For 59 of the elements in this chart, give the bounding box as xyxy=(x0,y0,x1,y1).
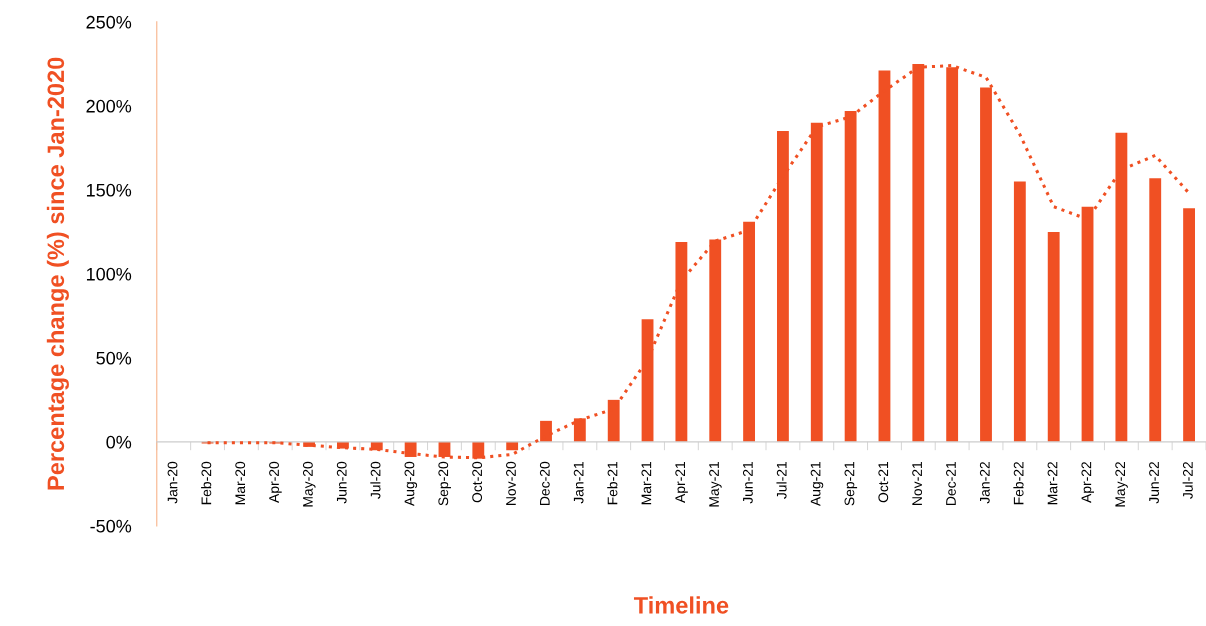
x-tick-label: Dec-21 xyxy=(946,461,956,505)
bar xyxy=(1115,132,1128,442)
bar xyxy=(641,319,654,442)
y-axis-title: Percentage change (%) since Jan-2020 xyxy=(46,57,69,490)
bar xyxy=(709,239,722,442)
bar xyxy=(607,399,620,442)
x-tick-label: Feb-22 xyxy=(1013,461,1024,505)
x-tick-label: Mar-20 xyxy=(235,461,246,505)
bar xyxy=(1081,206,1094,442)
y-tick-label: -50% xyxy=(90,519,132,533)
x-tick-label: Sep-20 xyxy=(438,461,451,506)
bar xyxy=(946,67,959,442)
bar xyxy=(777,131,789,442)
x-tick-label: May-22 xyxy=(1115,461,1128,507)
x-tick-label: Feb-20 xyxy=(201,461,212,505)
x-tick-label: Jun-22 xyxy=(1149,461,1159,504)
x-tick-label: Sep-21 xyxy=(844,461,858,506)
x-tick-label: Jul-22 xyxy=(1182,461,1193,499)
x-tick-label: May-21 xyxy=(709,461,722,507)
x-tick-label: Oct-21 xyxy=(878,461,889,503)
x-tick-label: Jul-20 xyxy=(370,461,381,499)
x-tick-label: Jun-21 xyxy=(742,461,753,504)
x-tick-label: Apr-21 xyxy=(675,461,688,503)
bar xyxy=(1149,178,1162,442)
x-tick-label: Jan-22 xyxy=(979,461,990,504)
x-tick-label: Jul-21 xyxy=(776,461,787,499)
x-axis-title: Timeline xyxy=(633,596,729,614)
y-tick-label: 200% xyxy=(86,99,132,113)
x-tick-label: May-20 xyxy=(302,461,316,507)
y-tick-label: 100% xyxy=(86,267,132,281)
x-tick-label: Nov-20 xyxy=(506,461,516,505)
bar xyxy=(878,70,891,442)
bar xyxy=(743,221,755,442)
x-tick-label: Aug-20 xyxy=(404,461,418,507)
bar xyxy=(573,418,586,442)
bar xyxy=(844,110,857,442)
bar xyxy=(980,87,992,442)
x-tick-label: Apr-22 xyxy=(1081,461,1095,503)
x-tick-label: Mar-21 xyxy=(641,461,652,505)
bar xyxy=(675,241,688,442)
bar xyxy=(1183,208,1195,442)
bar xyxy=(810,122,823,442)
x-tick-label: Jan-20 xyxy=(167,461,178,504)
line-series xyxy=(206,64,1191,460)
y-tick-label: 250% xyxy=(86,15,132,29)
x-tick-label: Nov-21 xyxy=(912,461,923,505)
y-tick-label: 50% xyxy=(96,351,132,365)
x-tick-label: Jan-21 xyxy=(573,461,584,504)
x-tick-label: Apr-20 xyxy=(269,461,282,503)
x-tick-label: Jun-20 xyxy=(336,461,347,504)
y-tick-label: 150% xyxy=(86,183,132,197)
x-tick-label: Mar-22 xyxy=(1047,461,1058,505)
bar xyxy=(1013,181,1026,442)
bar xyxy=(1047,231,1060,442)
x-tick-label: Oct-20 xyxy=(472,461,483,503)
x-tick-label: Dec-20 xyxy=(539,461,550,505)
x-tick-label: Aug-21 xyxy=(810,461,824,507)
x-tick-label: Feb-21 xyxy=(607,461,618,505)
y-tick-label: 0% xyxy=(106,435,132,449)
